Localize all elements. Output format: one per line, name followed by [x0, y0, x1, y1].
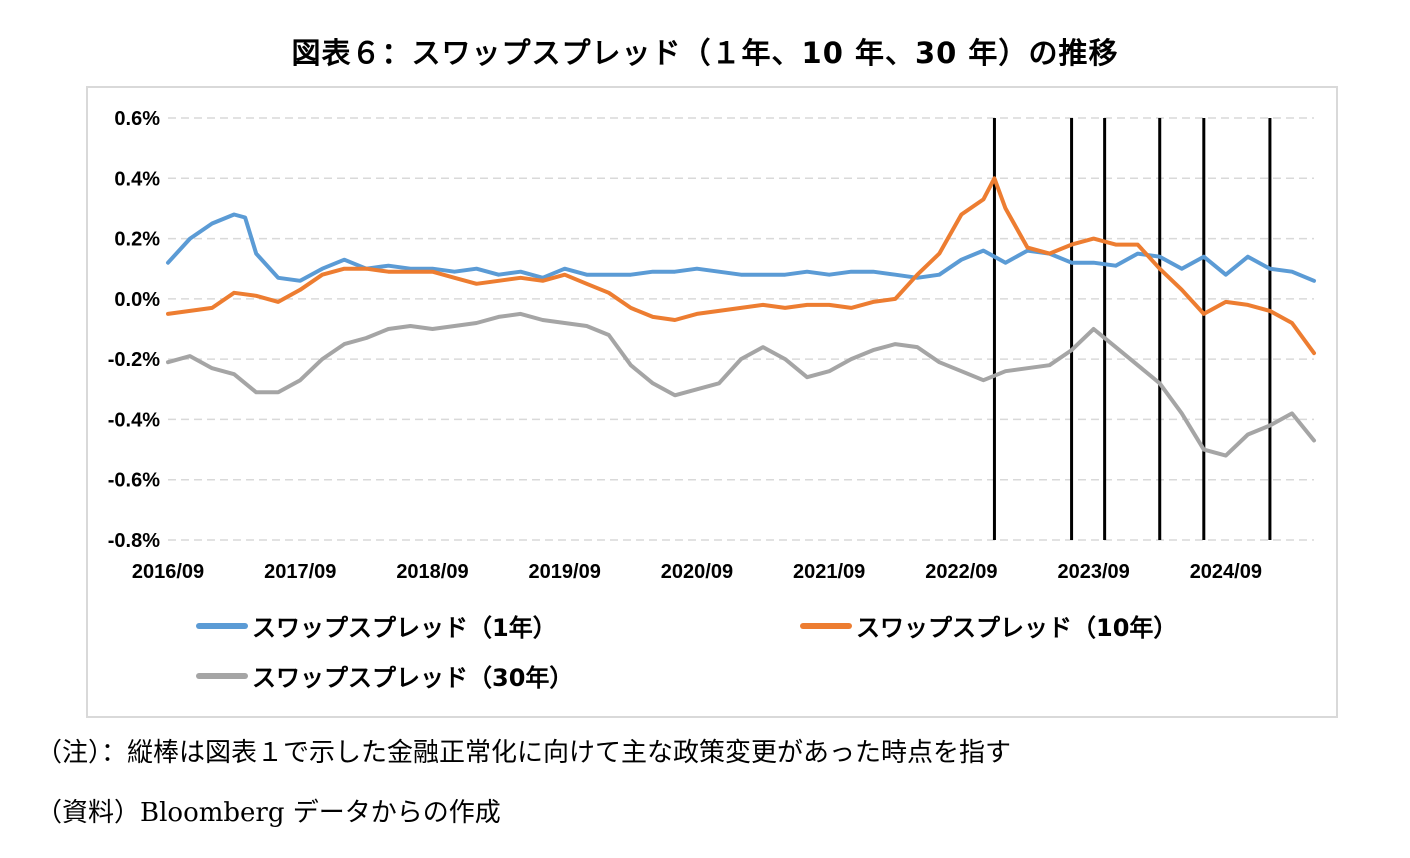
legend-label-10y: スワップスプレッド（10年） — [856, 614, 1178, 642]
legend-item-1y: スワップスプレッド（1年） — [196, 608, 557, 643]
legend-label-1y: スワップスプレッド（1年） — [252, 614, 557, 642]
x-tick-label: 2016/09 — [132, 561, 204, 583]
chart-note: （注）：縦棒は図表１で示した金融正常化に向けて主な政策変更があった時点を指す — [36, 738, 1012, 768]
y-tick-label: -0.4% — [108, 409, 160, 431]
y-tick-label: 0.6% — [114, 108, 160, 130]
legend-swatch-10y — [800, 622, 852, 629]
y-tick-label: -0.6% — [108, 470, 160, 492]
x-tick-label: 2017/09 — [264, 561, 336, 583]
x-tick-label: 2022/09 — [925, 561, 997, 583]
legend-item-30y: スワップスプレッド（30年） — [196, 658, 573, 693]
chart-title: 図表６：スワップスプレッド（１年、10 年、30 年）の推移 — [291, 36, 1119, 70]
y-tick-label: 0.0% — [114, 289, 160, 311]
y-tick-label: 0.2% — [114, 229, 160, 251]
y-tick-label: -0.8% — [108, 530, 160, 552]
series-line-1y — [166, 212, 1316, 283]
x-tick-label: 2019/09 — [529, 561, 601, 583]
y-tick-label: -0.2% — [108, 349, 160, 371]
chart-area: 0.6% 0.4% 0.2% 0.0% -0.2% -0.4% -0.6% -0.8% 2016… — [86, 86, 1338, 718]
x-tick-label: 2021/09 — [793, 561, 865, 583]
legend-swatch-1y — [196, 622, 248, 629]
x-tick-label: 2020/09 — [661, 561, 733, 583]
legend-swatch-30y — [196, 672, 248, 679]
x-tick-label: 2024/09 — [1190, 561, 1262, 583]
y-tick-label: 0.4% — [114, 168, 160, 190]
series-line-30y — [166, 311, 1316, 458]
legend-item-10y: スワップスプレッド（10年） — [800, 608, 1177, 643]
line-chart: 0.6% 0.4% 0.2% 0.0% -0.2% -0.4% -0.6% -0.8% 2016… — [108, 108, 1316, 583]
series-line-10y — [166, 176, 1316, 356]
x-tick-label: 2018/09 — [396, 561, 468, 583]
chart-source: （資料）Bloomberg データからの作成 — [36, 798, 501, 828]
legend-label-30y: スワップスプレッド（30年） — [252, 664, 574, 692]
x-tick-label: 2023/09 — [1057, 561, 1129, 583]
